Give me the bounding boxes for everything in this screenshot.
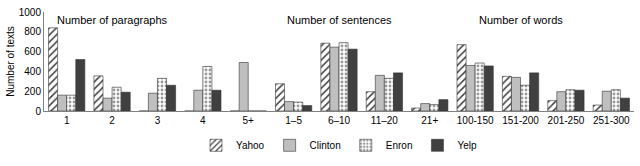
svg-text:Number of paragraphs: Number of paragraphs xyxy=(57,14,168,26)
svg-text:4: 4 xyxy=(200,115,206,126)
svg-text:2: 2 xyxy=(109,115,115,126)
svg-text:Number of sentences: Number of sentences xyxy=(287,14,392,26)
svg-text:251-300: 251-300 xyxy=(593,115,630,126)
svg-text:3: 3 xyxy=(155,115,161,126)
svg-text:21+: 21+ xyxy=(421,115,438,126)
svg-text:400: 400 xyxy=(24,66,41,77)
svg-text:6–10: 6–10 xyxy=(328,115,351,126)
svg-text:5+: 5+ xyxy=(243,115,255,126)
svg-text:200: 200 xyxy=(24,86,41,97)
svg-text:100-150: 100-150 xyxy=(457,115,494,126)
svg-text:Enron: Enron xyxy=(386,140,413,151)
svg-text:Number of words: Number of words xyxy=(479,14,563,26)
svg-text:201-250: 201-250 xyxy=(548,115,585,126)
svg-text:151-200: 151-200 xyxy=(502,115,539,126)
svg-text:600: 600 xyxy=(24,46,41,57)
svg-text:Number of texts: Number of texts xyxy=(5,26,16,97)
svg-text:1: 1 xyxy=(64,115,70,126)
svg-text:1–5: 1–5 xyxy=(285,115,302,126)
svg-text:1000: 1000 xyxy=(19,7,42,18)
svg-text:800: 800 xyxy=(24,26,41,37)
svg-text:Yelp: Yelp xyxy=(457,140,477,151)
svg-text:Yahoo: Yahoo xyxy=(236,140,265,151)
svg-text:0: 0 xyxy=(35,106,41,117)
svg-text:Clinton: Clinton xyxy=(310,140,341,151)
svg-text:11–20: 11–20 xyxy=(371,115,399,126)
